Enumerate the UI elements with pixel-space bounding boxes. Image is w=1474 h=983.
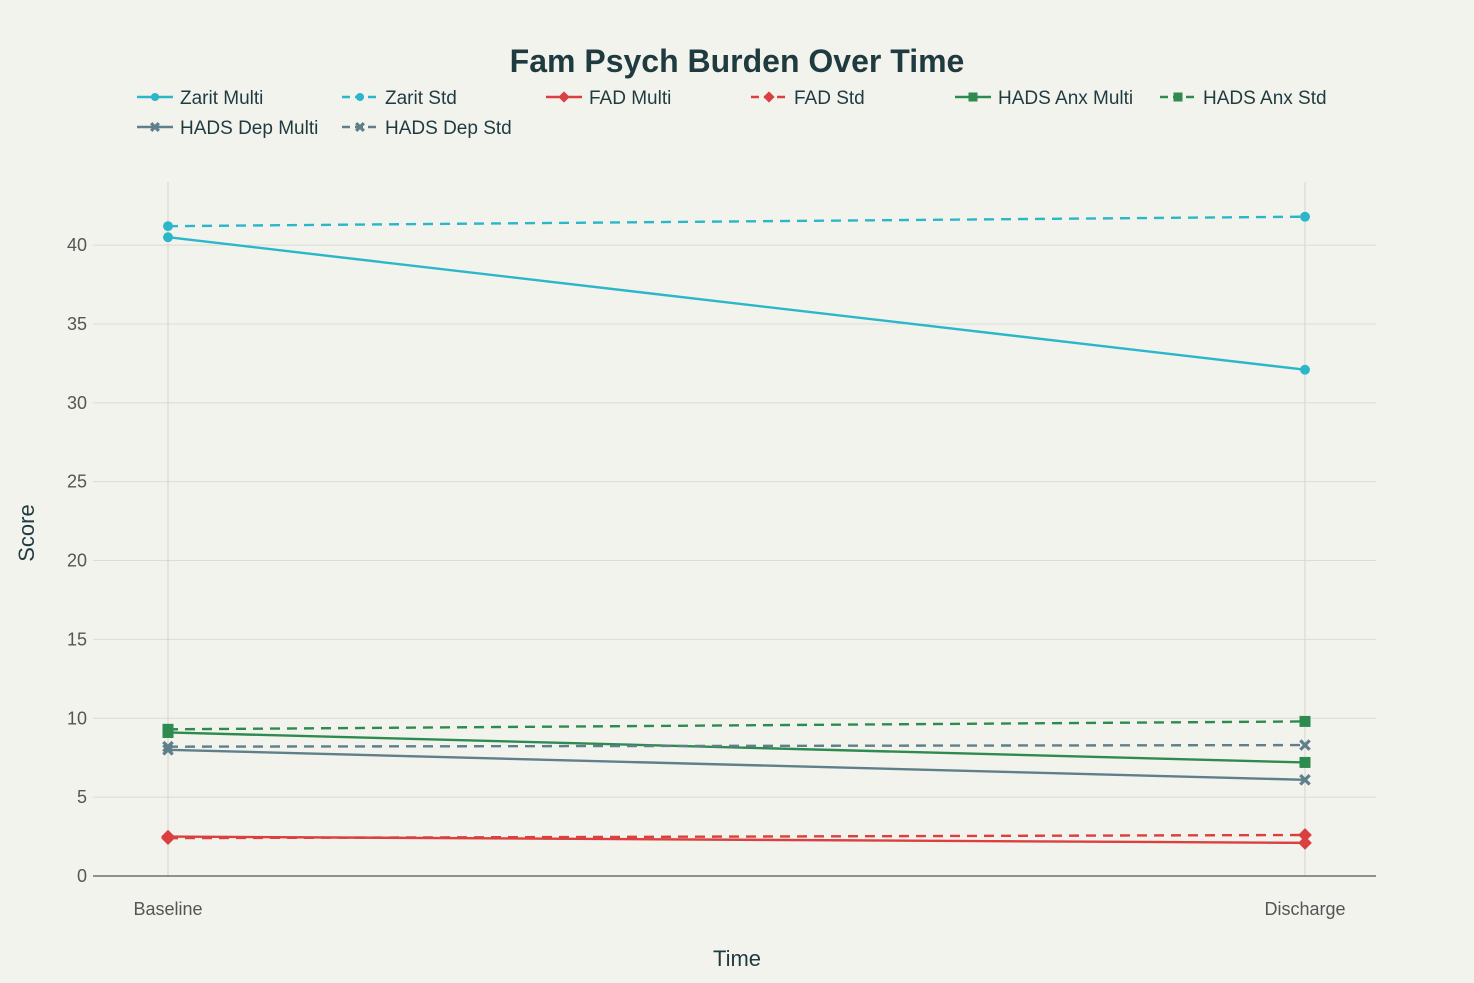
- legend-item-hads-anx-std: HADS Anx Std: [1160, 88, 1327, 109]
- data-point-fad-std: [1298, 828, 1312, 842]
- y-tick-label: 20: [67, 551, 87, 571]
- y-tick-label: 5: [77, 787, 87, 807]
- data-point-hads-dep-multi: [1299, 773, 1311, 786]
- data-point-hads-dep-std: [1299, 739, 1311, 751]
- series-fad-std: [161, 828, 1312, 846]
- legend-item-zarit-multi: Zarit Multi: [137, 88, 263, 109]
- data-point-hads-dep-std: [162, 740, 174, 753]
- series-line-hads-anx-multi: [167, 731, 1306, 764]
- y-tick-label: 25: [67, 472, 87, 492]
- y-tick-label: 10: [67, 708, 87, 728]
- data-point-hads-dep-std-stroke: [162, 740, 174, 753]
- data-point-fad-std: [161, 831, 175, 846]
- series-fad-multi: [161, 829, 1312, 850]
- series-hads-dep-std: [162, 739, 1311, 753]
- legend-marker-fad-multi: [558, 91, 570, 103]
- legend-item-fad-multi: FAD Multi: [546, 88, 671, 109]
- legend-marker-hads-anx-std: [1173, 92, 1183, 102]
- series-zarit-std: [163, 211, 1310, 232]
- series-line-hads-anx-std: [167, 720, 1306, 731]
- series-line-zarit-std: [167, 215, 1306, 228]
- series-line-zarit-multi: [167, 236, 1306, 371]
- legend-item-fad-std: FAD Std: [751, 88, 865, 109]
- data-point-hads-anx-multi: [1299, 756, 1311, 768]
- series-group: [161, 211, 1312, 850]
- data-point-zarit-std: [1300, 211, 1310, 222]
- legend-marker-hads-anx-multi: [968, 92, 978, 102]
- y-tick-label: 40: [67, 235, 87, 255]
- legend-label-hads-anx-std: HADS Anx Std: [1203, 88, 1327, 109]
- series-zarit-multi: [163, 232, 1310, 375]
- y-tick-label: 0: [77, 866, 87, 886]
- legend-label-hads-anx-multi: HADS Anx Multi: [998, 88, 1133, 109]
- x-tick-label: Discharge: [1264, 899, 1345, 919]
- legend-label-hads-dep-multi: HADS Dep Multi: [180, 118, 318, 139]
- legend-label-fad-multi: FAD Multi: [589, 88, 671, 109]
- legend-marker-zarit-multi: [150, 92, 160, 102]
- data-point-hads-anx-std: [162, 723, 174, 735]
- legend-marker-hads-dep-multi: [150, 122, 160, 132]
- y-axis-title: Score: [14, 504, 39, 561]
- legend-item-hads-dep-std: HADS Dep Std: [342, 118, 512, 139]
- y-tick-label: 35: [67, 314, 87, 334]
- grid-lines: [93, 182, 1376, 876]
- legend-marker-fad-std: [763, 91, 775, 103]
- y-tick-label: 30: [67, 393, 87, 413]
- data-point-hads-dep-multi-stroke: [1299, 773, 1311, 786]
- series-line-hads-dep-multi: [167, 748, 1306, 781]
- x-tick-label: Baseline: [133, 899, 202, 919]
- data-point-hads-dep-std-stroke: [1299, 739, 1311, 751]
- legend-marker-hads-dep-multi-stroke: [150, 122, 160, 132]
- legend-label-zarit-std: Zarit Std: [385, 88, 457, 109]
- legend-marker-hads-dep-std: [355, 122, 365, 132]
- data-point-fad-multi: [1298, 836, 1312, 850]
- legend-label-fad-std: FAD Std: [794, 88, 865, 109]
- x-axis-title: Time: [713, 946, 761, 971]
- axes: 0 5 10 15 20 25 30 35 40 Baseline Discharge: [67, 235, 1376, 919]
- data-point-zarit-multi: [1300, 364, 1310, 375]
- series-line-hads-dep-std: [167, 743, 1306, 748]
- data-point-zarit-std: [163, 221, 173, 232]
- legend-marker-hads-dep-std-stroke: [355, 122, 365, 132]
- legend-label-zarit-multi: Zarit Multi: [180, 88, 263, 109]
- series-hads-anx-multi: [162, 726, 1311, 768]
- series-hads-anx-std: [162, 715, 1311, 735]
- legend-item-hads-anx-multi: HADS Anx Multi: [955, 88, 1133, 109]
- legend: Zarit Multi Zarit Std FAD Multi FAD Std HADS…: [137, 88, 1327, 139]
- legend-item-zarit-std: Zarit Std: [342, 88, 457, 109]
- data-point-zarit-multi: [163, 232, 173, 243]
- legend-item-hads-dep-multi: HADS Dep Multi: [137, 118, 318, 139]
- legend-label-hads-dep-std: HADS Dep Std: [385, 118, 512, 139]
- series-hads-dep-multi: [162, 744, 1311, 786]
- legend-marker-zarit-std: [355, 92, 365, 102]
- series-line-fad-std: [167, 833, 1306, 840]
- data-point-hads-anx-std: [1299, 715, 1311, 727]
- chart-title: Fam Psych Burden Over Time: [510, 43, 965, 79]
- y-tick-label: 15: [67, 629, 87, 649]
